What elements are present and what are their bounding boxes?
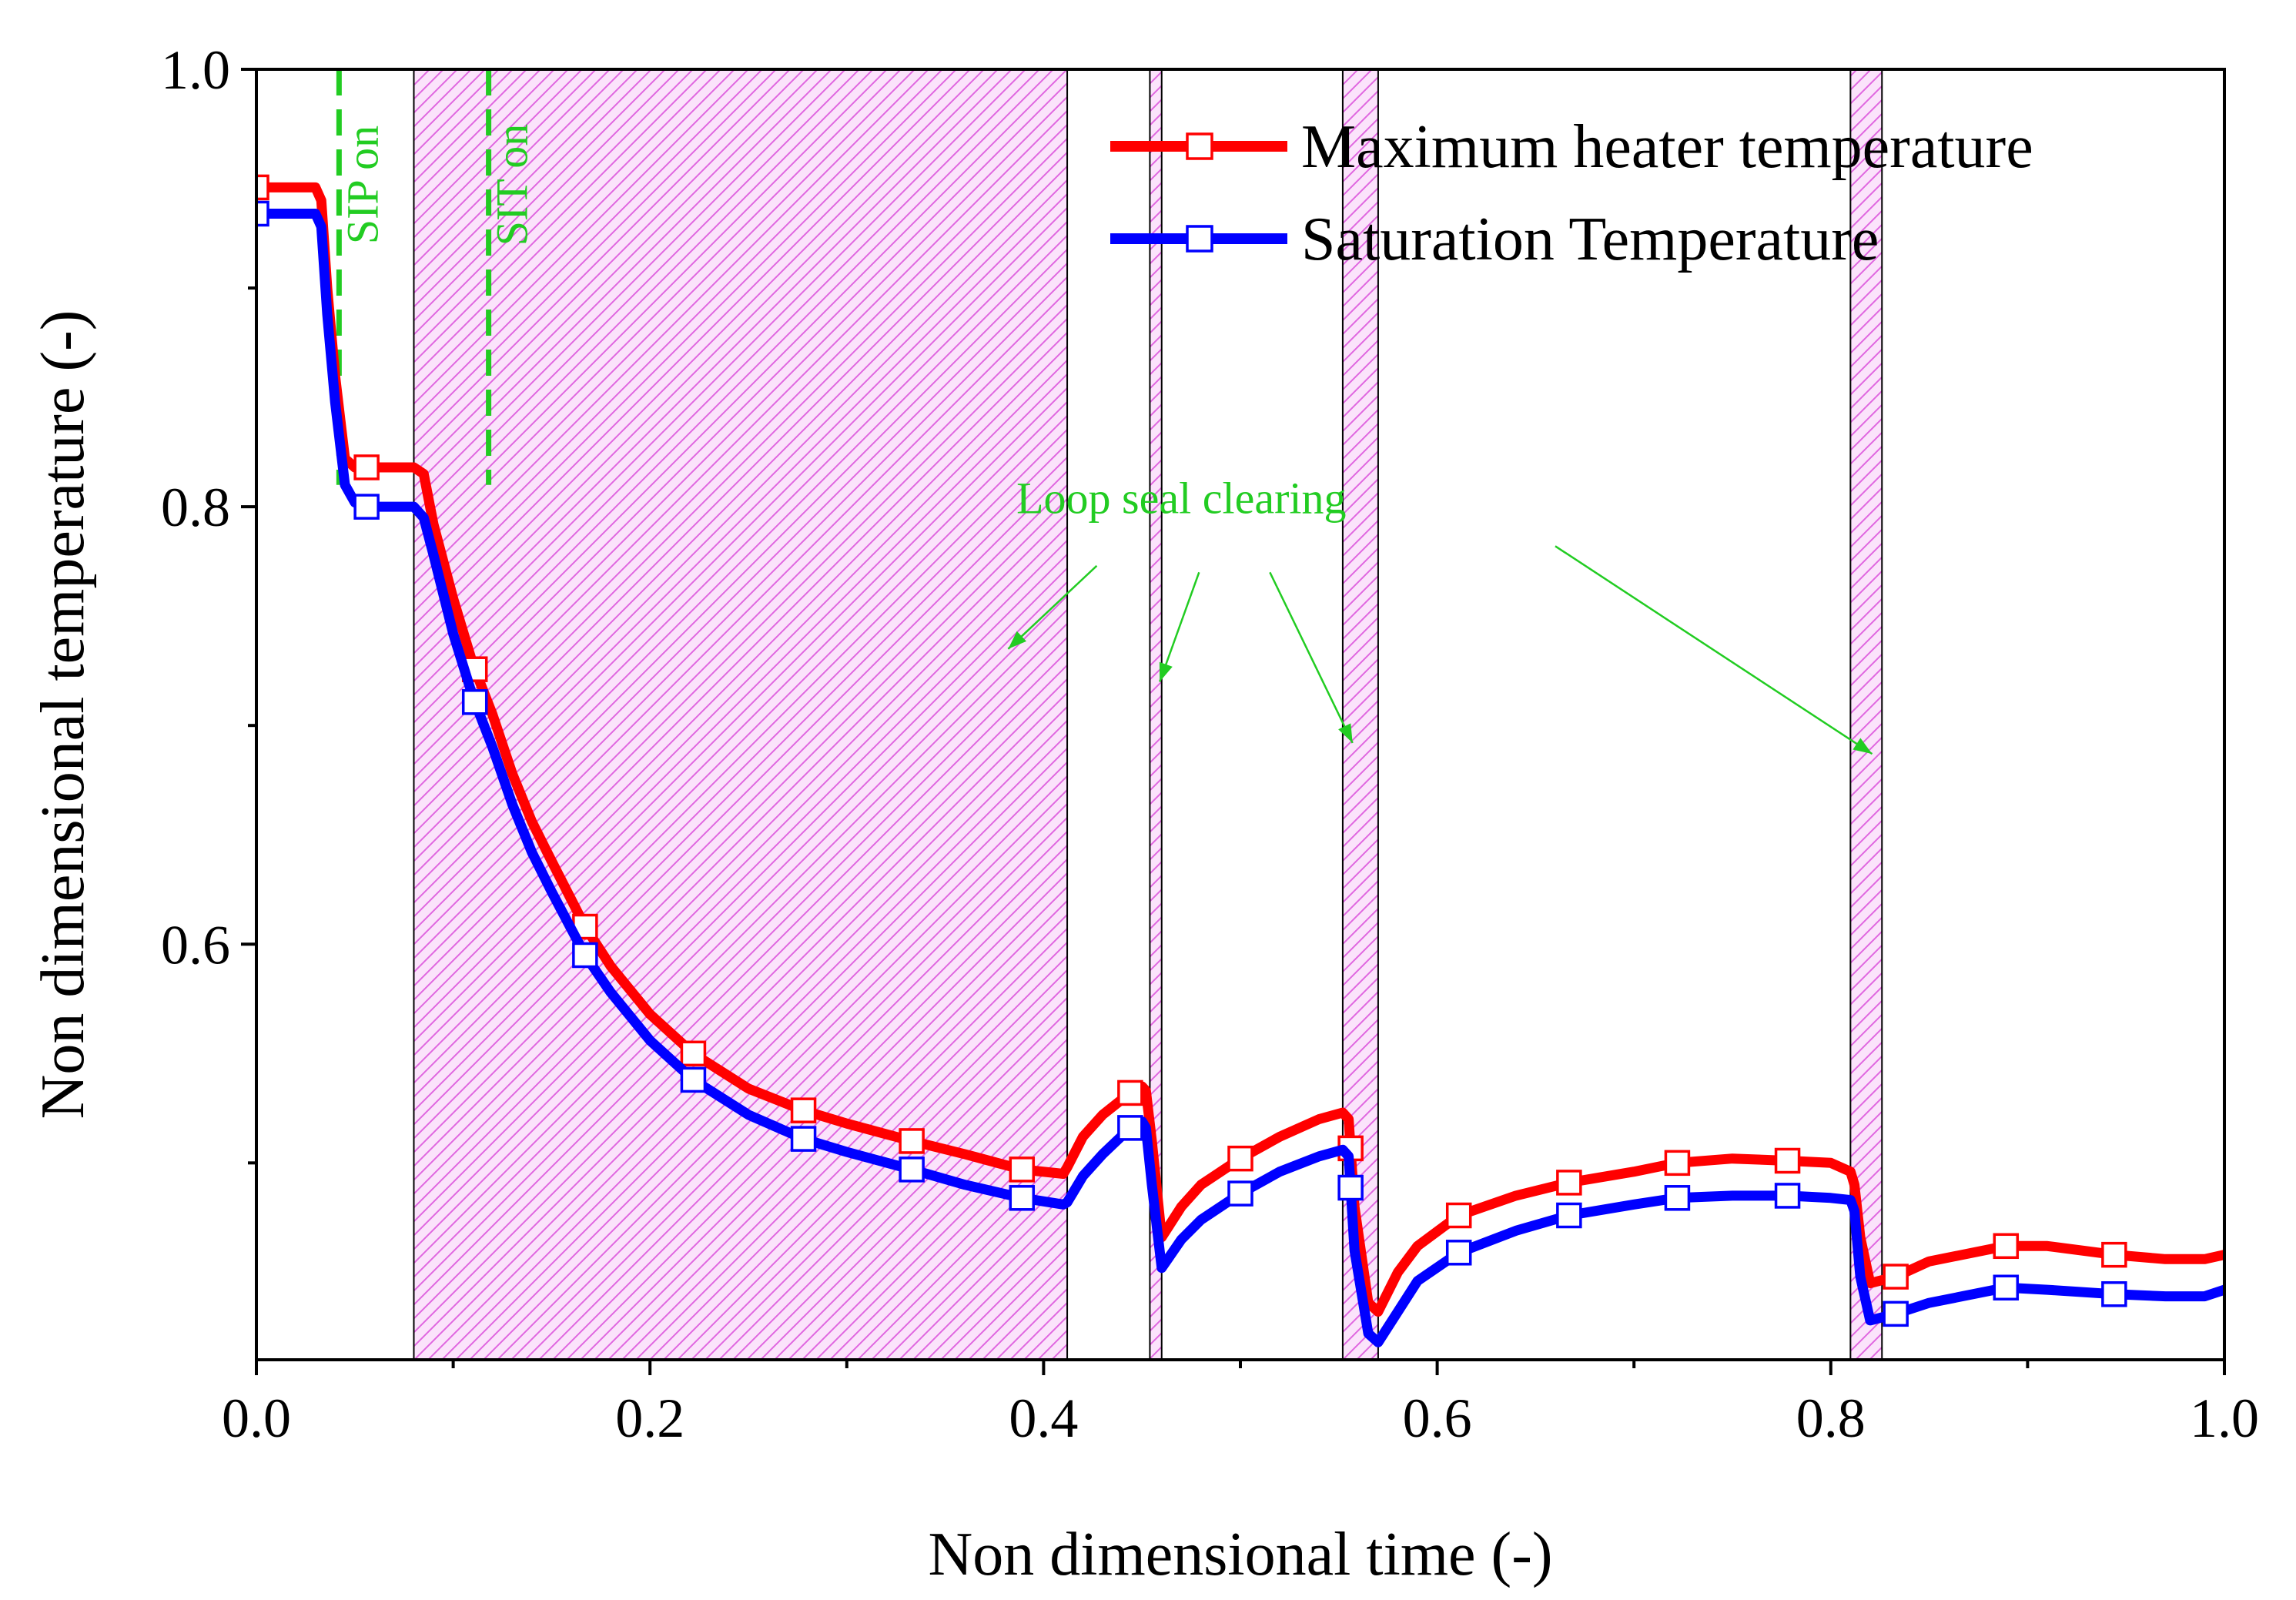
legend-label: Saturation Temperature xyxy=(1301,206,1879,273)
annotation-arrowhead xyxy=(1159,661,1173,682)
data-point xyxy=(1993,1233,2020,1260)
data-point xyxy=(2101,1241,2127,1268)
x-tick-label: 1.0 xyxy=(2190,1387,2259,1449)
y-axis-title: Non dimensional temperature (-) xyxy=(29,310,97,1120)
data-point xyxy=(680,1040,707,1067)
legend-marker xyxy=(1186,132,1213,160)
x-tick-label: 0.0 xyxy=(222,1387,291,1449)
y-tick-label: 1.0 xyxy=(161,39,230,101)
shaded-region xyxy=(1850,69,1883,1360)
event-markers: SIP on SIT on xyxy=(336,69,537,485)
loop-seal-label: Loop seal clearing xyxy=(1016,474,1346,524)
data-point xyxy=(1117,1079,1143,1106)
annotation-arrow xyxy=(1159,571,1200,682)
data-point xyxy=(353,494,380,520)
series-layer xyxy=(256,174,2224,1347)
annotation-arrow xyxy=(1007,564,1098,650)
data-point xyxy=(1009,1156,1036,1183)
legend-marker xyxy=(1186,225,1213,253)
data-point xyxy=(2101,1281,2127,1307)
x-tick-label: 0.4 xyxy=(1009,1387,1078,1449)
x-axis: 0.0 0.2 0.4 0.6 0.8 1.0 xyxy=(222,1360,2259,1449)
x-tick-label: 0.8 xyxy=(1796,1387,1866,1449)
y-tick-label: 0.6 xyxy=(161,914,230,976)
data-point xyxy=(1227,1180,1253,1207)
annotation-arrowhead xyxy=(1338,723,1353,743)
data-point xyxy=(1556,1202,1582,1229)
data-point xyxy=(899,1156,925,1183)
annotation-arrowhead xyxy=(1853,738,1873,755)
x-tick-label: 0.6 xyxy=(1403,1387,1472,1449)
data-point xyxy=(1337,1174,1364,1201)
legend: Maximum heater temperature Saturation Tem… xyxy=(1110,113,2033,273)
shaded-region xyxy=(413,69,1068,1360)
data-point xyxy=(1664,1185,1691,1211)
data-point xyxy=(1664,1150,1691,1177)
data-point xyxy=(1883,1300,1909,1327)
data-point xyxy=(1883,1264,1909,1290)
annotation-arrow xyxy=(1269,571,1354,744)
data-point xyxy=(1556,1170,1582,1196)
data-point xyxy=(1774,1183,1801,1209)
series-line-saturation xyxy=(256,209,2224,1347)
data-point xyxy=(1227,1145,1253,1172)
data-point xyxy=(1445,1240,1472,1266)
annotations: Loop seal clearing xyxy=(1007,474,1873,755)
marker-sit-on-label: SIT on xyxy=(487,124,537,246)
x-axis-title: Non dimensional time (-) xyxy=(929,1521,1553,1588)
y-axis: 0.6 0.8 1.0 xyxy=(161,39,256,1165)
data-point xyxy=(572,942,598,969)
data-point xyxy=(353,454,380,480)
annotation-arrow xyxy=(1555,545,1873,755)
data-point xyxy=(790,1126,817,1152)
data-point xyxy=(461,689,488,715)
data-point xyxy=(790,1097,817,1123)
series-line-heater xyxy=(256,182,2224,1317)
shaded-region xyxy=(1150,69,1162,1360)
data-point xyxy=(680,1066,707,1093)
data-point xyxy=(256,174,269,201)
data-point xyxy=(1445,1202,1472,1229)
y-tick-label: 0.8 xyxy=(161,477,230,538)
legend-label: Maximum heater temperature xyxy=(1301,113,2033,181)
data-point xyxy=(899,1128,925,1154)
data-point xyxy=(1774,1147,1801,1174)
annotation-arrowhead xyxy=(1008,631,1027,649)
marker-sip-on-label: SIP on xyxy=(337,126,387,244)
data-point xyxy=(256,200,269,227)
data-point xyxy=(1117,1115,1143,1141)
data-point xyxy=(1009,1185,1036,1211)
data-point xyxy=(1993,1274,2020,1301)
x-tick-label: 0.2 xyxy=(615,1387,684,1449)
